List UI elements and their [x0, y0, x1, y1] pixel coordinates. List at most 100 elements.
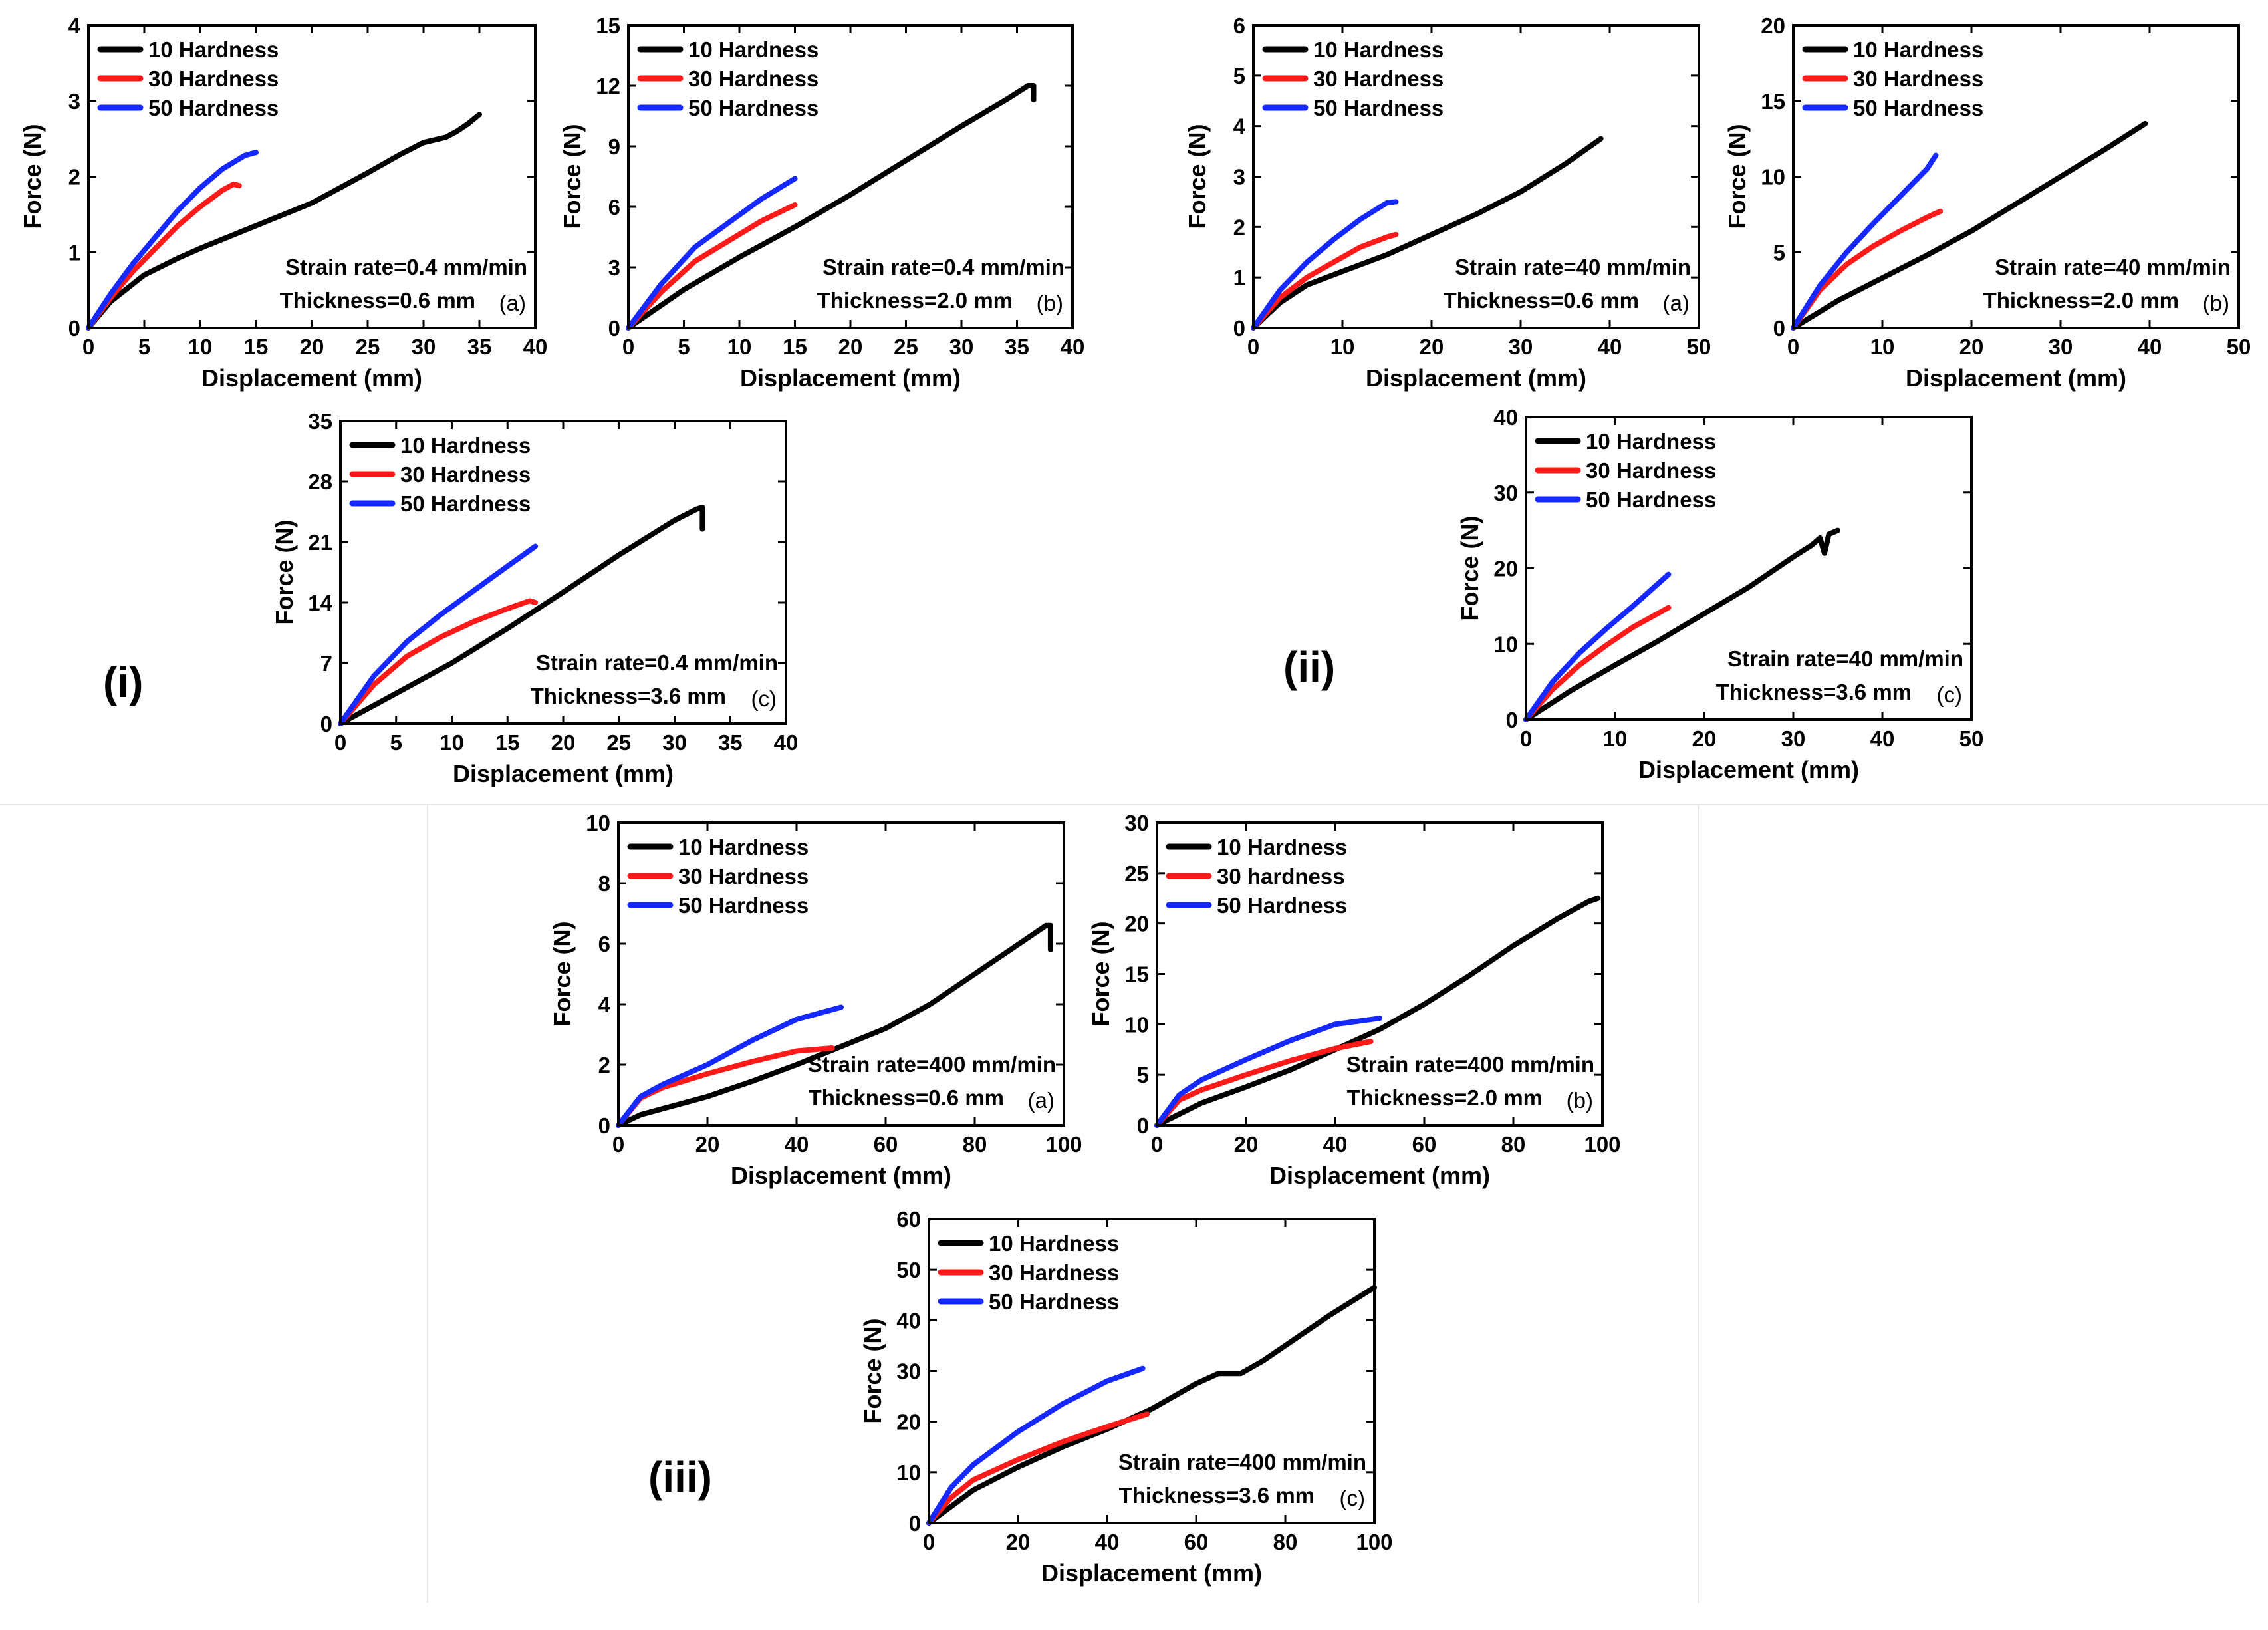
x-axis-label: Displacement (mm): [740, 364, 961, 392]
chart-i_c: 0 5 10 15 20 25 30 35 40 0 7 14 21 28 35 Displacement (…: [271, 409, 798, 787]
x-tick-label: 5: [138, 335, 150, 359]
x-tick-label: 0: [1151, 1132, 1163, 1156]
y-tick-label: 30: [896, 1359, 921, 1384]
series-line-2: [926, 1411, 1150, 1526]
legend-entry-2: 30 Hardness: [148, 67, 279, 91]
y-tick-label: 10: [1124, 1012, 1149, 1037]
series-line-1: [926, 1284, 1377, 1526]
x-tick-label: 5: [390, 730, 402, 755]
x-tick-label: 0: [1520, 726, 1532, 751]
series-line-1: [86, 112, 482, 331]
y-axis-label: Force (N): [559, 124, 586, 229]
x-axis-label: Displacement (mm): [1269, 1162, 1490, 1189]
x-tick-label: 50: [1959, 726, 1984, 751]
x-tick-label: 35: [467, 335, 492, 359]
y-tick-label: 20: [1493, 557, 1518, 581]
x-tick-label: 40: [1061, 335, 1085, 359]
y-tick-label: 10: [1493, 632, 1518, 656]
series-line-3: [338, 543, 539, 726]
legend-entry-3: 50 Hardness: [1853, 96, 1983, 120]
y-tick-label: 2: [1233, 215, 1245, 239]
thickness-annotation: Thickness=2.0 mm: [1347, 1085, 1543, 1110]
y-tick-label: 5: [1233, 64, 1245, 88]
thickness-annotation: Thickness=3.6 mm: [531, 684, 726, 708]
x-tick-label: 100: [1356, 1530, 1392, 1554]
group-label-iii: (iii): [648, 1453, 712, 1501]
x-tick-label: 50: [1687, 335, 1711, 359]
x-tick-label: 20: [300, 335, 324, 359]
legend-entry-1: 10 Hardness: [1853, 37, 1983, 62]
strain-rate-annotation: Strain rate=40 mm/min: [1727, 646, 1963, 671]
x-tick-label: 0: [82, 335, 94, 359]
x-tick-label: 100: [1584, 1132, 1620, 1156]
thickness-annotation: Thickness=0.6 mm: [809, 1085, 1004, 1110]
legend-entry-2: 30 Hardness: [678, 864, 809, 888]
y-axis-label: Force (N): [271, 519, 298, 624]
x-tick-label: 35: [718, 730, 743, 755]
y-tick-label: 2: [598, 1053, 610, 1077]
y-tick-label: 40: [1493, 405, 1518, 430]
x-tick-label: 25: [894, 335, 918, 359]
x-axis-label: Displacement (mm): [453, 760, 674, 787]
series-line-3: [86, 150, 259, 331]
series-line-3: [616, 1004, 844, 1128]
y-tick-label: 30: [1124, 811, 1149, 835]
strain-rate-annotation: Strain rate=40 mm/min: [1455, 255, 1691, 279]
panel-label: (c): [751, 686, 777, 711]
x-tick-label: 20: [1959, 335, 1984, 359]
x-tick-label: 10: [1603, 726, 1628, 751]
chart-i_b: 0 5 10 15 20 25 30 35 40 0 3 6 9 12 15 Displacement (mm…: [559, 13, 1084, 392]
y-tick-label: 4: [68, 13, 81, 38]
y-axis-label: Force (N): [1087, 921, 1114, 1026]
x-tick-label: 25: [606, 730, 631, 755]
y-tick-label: 1: [1233, 265, 1245, 290]
y-axis-label: Force (N): [1456, 515, 1483, 620]
strain-rate-annotation: Strain rate=0.4 mm/min: [285, 255, 527, 279]
x-tick-label: 20: [1234, 1132, 1259, 1156]
y-tick-label: 10: [1761, 165, 1785, 190]
y-tick-label: 0: [320, 712, 332, 736]
x-tick-label: 40: [774, 730, 799, 755]
x-tick-label: 15: [495, 730, 520, 755]
y-tick-label: 15: [1124, 962, 1149, 987]
thickness-annotation: Thickness=3.6 mm: [1119, 1483, 1315, 1508]
chart-iii_c: 0 20 40 60 80 100 0 10 20 30 40 50 60 Displacement (m…: [859, 1207, 1393, 1587]
y-tick-label: 3: [608, 255, 620, 280]
x-tick-label: 10: [727, 335, 752, 359]
group-label-i: (i): [103, 658, 143, 706]
legend-entry-3: 50 Hardness: [1586, 487, 1716, 512]
x-axis-label: Displacement (mm): [201, 364, 422, 392]
strain-rate-annotation: Strain rate=0.4 mm/min: [536, 650, 778, 675]
thickness-annotation: Thickness=0.6 mm: [1444, 288, 1639, 313]
legend-entry-3: 50 Hardness: [148, 96, 279, 120]
strain-rate-annotation: Strain rate=0.4 mm/min: [822, 255, 1065, 279]
series-line-3: [1154, 1016, 1382, 1128]
panel-label: (a): [499, 291, 526, 315]
y-tick-label: 10: [896, 1460, 921, 1485]
x-tick-label: 0: [923, 1530, 935, 1554]
y-tick-label: 10: [586, 811, 610, 835]
y-axis-label: Force (N): [549, 921, 576, 1026]
x-tick-label: 10: [1870, 335, 1895, 359]
series-line-1: [1154, 895, 1601, 1128]
legend-entry-2: 30 Hardness: [1313, 67, 1444, 91]
x-axis-label: Displacement (mm): [1041, 1560, 1262, 1587]
x-tick-label: 0: [334, 730, 346, 755]
x-tick-label: 40: [523, 335, 548, 359]
series-line-1: [1251, 136, 1604, 331]
x-tick-label: 5: [678, 335, 690, 359]
thickness-annotation: Thickness=2.0 mm: [1983, 288, 2179, 313]
x-tick-label: 30: [1781, 726, 1806, 751]
y-tick-label: 6: [608, 195, 620, 219]
y-tick-label: 50: [896, 1258, 921, 1282]
y-tick-label: 21: [308, 530, 332, 555]
x-axis-label: Displacement (mm): [1906, 364, 2126, 392]
series-line-2: [1154, 1039, 1374, 1128]
y-tick-label: 20: [1124, 912, 1149, 936]
chart-iii_b: 0 20 40 60 80 100 0 5 10 15 20 25 30 Displacement (mm…: [1087, 811, 1621, 1189]
strain-rate-annotation: Strain rate=40 mm/min: [1995, 255, 2231, 279]
legend-entry-2: 30 Hardness: [688, 67, 819, 91]
plot-frame: [617, 821, 1065, 1127]
y-tick-label: 60: [896, 1207, 921, 1232]
